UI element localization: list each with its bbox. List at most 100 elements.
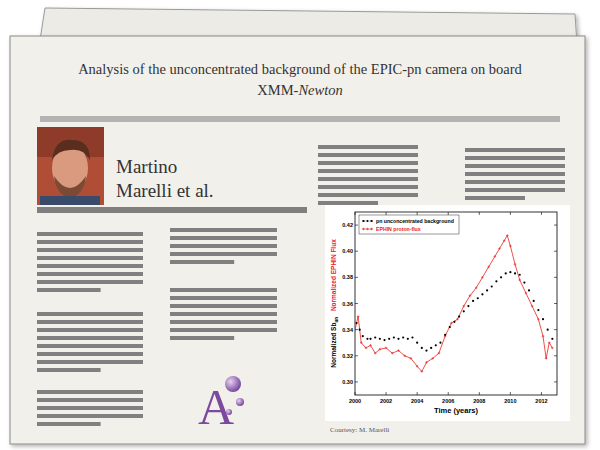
photo-shirt	[40, 196, 100, 205]
data-point	[537, 309, 539, 311]
text-line	[318, 161, 418, 165]
data-marker	[355, 328, 356, 331]
x-tick	[448, 212, 449, 215]
x-tick	[541, 392, 542, 395]
text-line	[170, 244, 277, 248]
title-italic: Newton	[297, 82, 342, 98]
logo-dot	[225, 376, 241, 392]
text-line	[318, 177, 418, 181]
data-point	[393, 336, 395, 338]
y-tick	[554, 225, 557, 226]
data-point	[477, 297, 479, 299]
data-marker	[548, 341, 551, 344]
data-point	[397, 338, 399, 340]
data-marker	[397, 349, 400, 352]
text-line	[37, 336, 143, 340]
data-marker	[469, 294, 472, 297]
text-line	[170, 328, 277, 332]
data-point	[388, 338, 390, 340]
data-point	[514, 272, 516, 274]
text-line	[170, 336, 234, 340]
data-marker	[531, 305, 534, 308]
courtesy: Courtesy: M. Marelli	[330, 426, 389, 434]
text-line	[318, 153, 418, 157]
text-line	[465, 156, 565, 160]
text-line	[37, 320, 143, 324]
data-marker	[410, 357, 413, 360]
y-tick	[554, 355, 557, 356]
x-tick-label: 2002	[380, 398, 392, 404]
y-tick-label: 0.30	[342, 379, 353, 385]
x-tick	[355, 392, 356, 395]
text-line	[170, 296, 277, 300]
text-line	[37, 288, 101, 292]
y-tick	[355, 251, 358, 252]
data-marker	[498, 247, 501, 250]
data-marker	[450, 322, 453, 325]
data-marker	[494, 255, 497, 258]
data-point	[463, 310, 465, 312]
data-marker	[487, 266, 490, 269]
data-point	[519, 274, 521, 276]
photo-beard	[54, 176, 86, 198]
plot-frame	[355, 212, 557, 395]
text-line	[37, 422, 101, 426]
data-marker	[431, 357, 434, 360]
y-tick-label: 0.38	[342, 274, 353, 280]
x-axis-label: Time (years)	[434, 406, 479, 415]
text-line	[318, 185, 418, 189]
logo-dot	[236, 398, 244, 406]
x-tick	[448, 392, 449, 395]
x-tick	[541, 212, 542, 215]
y-tick	[554, 277, 557, 278]
data-point	[383, 339, 385, 341]
data-marker	[403, 354, 406, 357]
y-tick	[355, 277, 358, 278]
data-point	[481, 293, 483, 295]
chart-box	[325, 205, 570, 421]
x-tick-label: 2000	[349, 398, 361, 404]
series-line	[355, 236, 552, 372]
y-label-sub: un	[334, 317, 339, 323]
data-marker	[385, 347, 388, 350]
data-marker	[370, 228, 373, 231]
text-line	[170, 320, 277, 324]
data-marker	[503, 239, 506, 242]
text-line	[37, 272, 143, 276]
text-bar	[37, 207, 307, 213]
text-line	[37, 248, 143, 252]
data-point	[467, 305, 469, 307]
data-marker	[374, 352, 377, 355]
data-point	[362, 335, 364, 337]
data-point	[509, 271, 511, 273]
text-line	[465, 172, 565, 176]
x-tick	[355, 212, 356, 215]
y-tick	[355, 225, 358, 226]
x-tick	[417, 212, 418, 215]
text-line	[37, 240, 143, 244]
text-line	[170, 252, 277, 256]
data-marker	[369, 344, 372, 347]
data-point	[362, 220, 364, 222]
data-point	[491, 285, 493, 287]
text-line	[37, 390, 143, 394]
legend-label: EPHIN proton-flux	[376, 226, 421, 232]
text-line	[37, 368, 101, 372]
data-point	[425, 349, 427, 351]
x-tick	[479, 392, 480, 395]
data-point	[435, 344, 437, 346]
data-point	[449, 326, 451, 328]
y-tick-label: 0.32	[342, 353, 353, 359]
data-point	[379, 338, 381, 340]
text-line	[37, 352, 143, 356]
y-tick	[554, 303, 557, 304]
data-marker	[416, 365, 419, 368]
data-marker	[475, 287, 478, 290]
data-point	[421, 347, 423, 349]
y-tick	[355, 303, 358, 304]
data-point	[505, 272, 507, 274]
legend-line	[362, 229, 373, 230]
x-tick-label: 2012	[535, 398, 547, 404]
x-tick-label: 2010	[504, 398, 516, 404]
x-tick-label: 2006	[442, 398, 454, 404]
